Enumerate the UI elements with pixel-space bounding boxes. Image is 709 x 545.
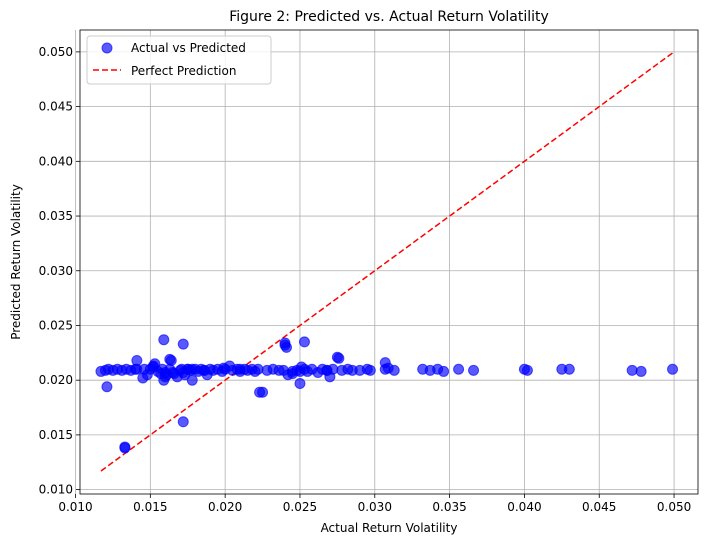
scatter-point: [252, 363, 264, 375]
scatter-point: [333, 352, 345, 364]
legend-label-line: Perfect Prediction: [131, 64, 236, 78]
scatter-point: [177, 338, 189, 350]
scatter-point: [186, 363, 198, 375]
legend-marker-scatter: [101, 42, 113, 54]
scatter-point: [186, 374, 198, 386]
perfect-prediction-segment: [100, 52, 674, 472]
y-tick-label: 0.050: [39, 45, 73, 59]
scatter-point: [147, 360, 159, 372]
y-tick-label: 0.030: [39, 264, 73, 278]
scatter-point: [321, 364, 333, 376]
perfect-prediction-line: [100, 52, 674, 472]
x-tick-label: 0.030: [358, 500, 392, 514]
scatter-point: [364, 364, 376, 376]
legend-label-scatter: Actual vs Predicted: [131, 41, 246, 55]
x-tick-label: 0.015: [133, 500, 167, 514]
plot-frame: [79, 29, 699, 495]
scatter-point: [198, 364, 210, 376]
scatter-point: [101, 381, 113, 393]
scatter-point: [468, 364, 480, 376]
x-tick-label: 0.035: [432, 500, 466, 514]
scatter-point: [234, 363, 246, 375]
scatter-point: [667, 363, 679, 375]
scatter-point: [254, 386, 266, 398]
scatter-point: [218, 362, 230, 374]
scatter-point: [635, 365, 647, 377]
y-tick-label: 0.040: [39, 154, 73, 168]
scatter-point: [388, 364, 400, 376]
x-tick-label: 0.020: [208, 500, 242, 514]
y-axis: 0.010 0.015 0.020 0.025 0.030 0.035 0.040 0.045…: [39, 45, 80, 497]
y-axis-label: Predicted Return Volatility: [9, 184, 23, 340]
y-tick-label: 0.015: [39, 428, 73, 442]
y-tick-label: 0.010: [39, 483, 73, 497]
x-tick-label: 0.010: [58, 500, 92, 514]
scatter-point: [379, 363, 391, 375]
scatter-point: [164, 353, 176, 365]
x-axis: 0.010 0.015 0.020 0.025 0.030 0.035 0.040 0.045…: [58, 494, 691, 514]
scatter-point: [294, 377, 306, 389]
x-tick-label: 0.050: [657, 500, 691, 514]
x-tick-label: 0.040: [507, 500, 541, 514]
scatter-point: [158, 334, 170, 346]
legend: Actual vs Predicted Perfect Prediction: [86, 35, 272, 85]
scatter-point: [177, 416, 189, 428]
chart-title: Figure 2: Predicted vs. Actual Return Vo…: [229, 9, 549, 25]
x-tick-label: 0.025: [283, 500, 317, 514]
scatter-point: [279, 337, 291, 349]
y-tick-label: 0.035: [39, 209, 73, 223]
legend-box: [86, 35, 272, 85]
scatter-point: [159, 367, 171, 379]
scatter-point: [131, 363, 143, 375]
scatter-point: [521, 364, 533, 376]
scatter-point: [626, 364, 638, 376]
x-tick-label: 0.045: [582, 500, 616, 514]
y-tick-label: 0.020: [39, 373, 73, 387]
scatter-point: [453, 363, 465, 375]
scatter-point: [119, 442, 131, 454]
scatter-points: [95, 334, 679, 454]
y-tick-label: 0.025: [39, 318, 73, 332]
y-tick-label: 0.045: [39, 100, 73, 114]
scatter-point: [563, 363, 575, 375]
scatter-point: [286, 368, 298, 380]
x-axis-label: Actual Return Volatility: [321, 521, 458, 535]
scatter-point: [438, 365, 450, 377]
scatter-point: [298, 336, 310, 348]
